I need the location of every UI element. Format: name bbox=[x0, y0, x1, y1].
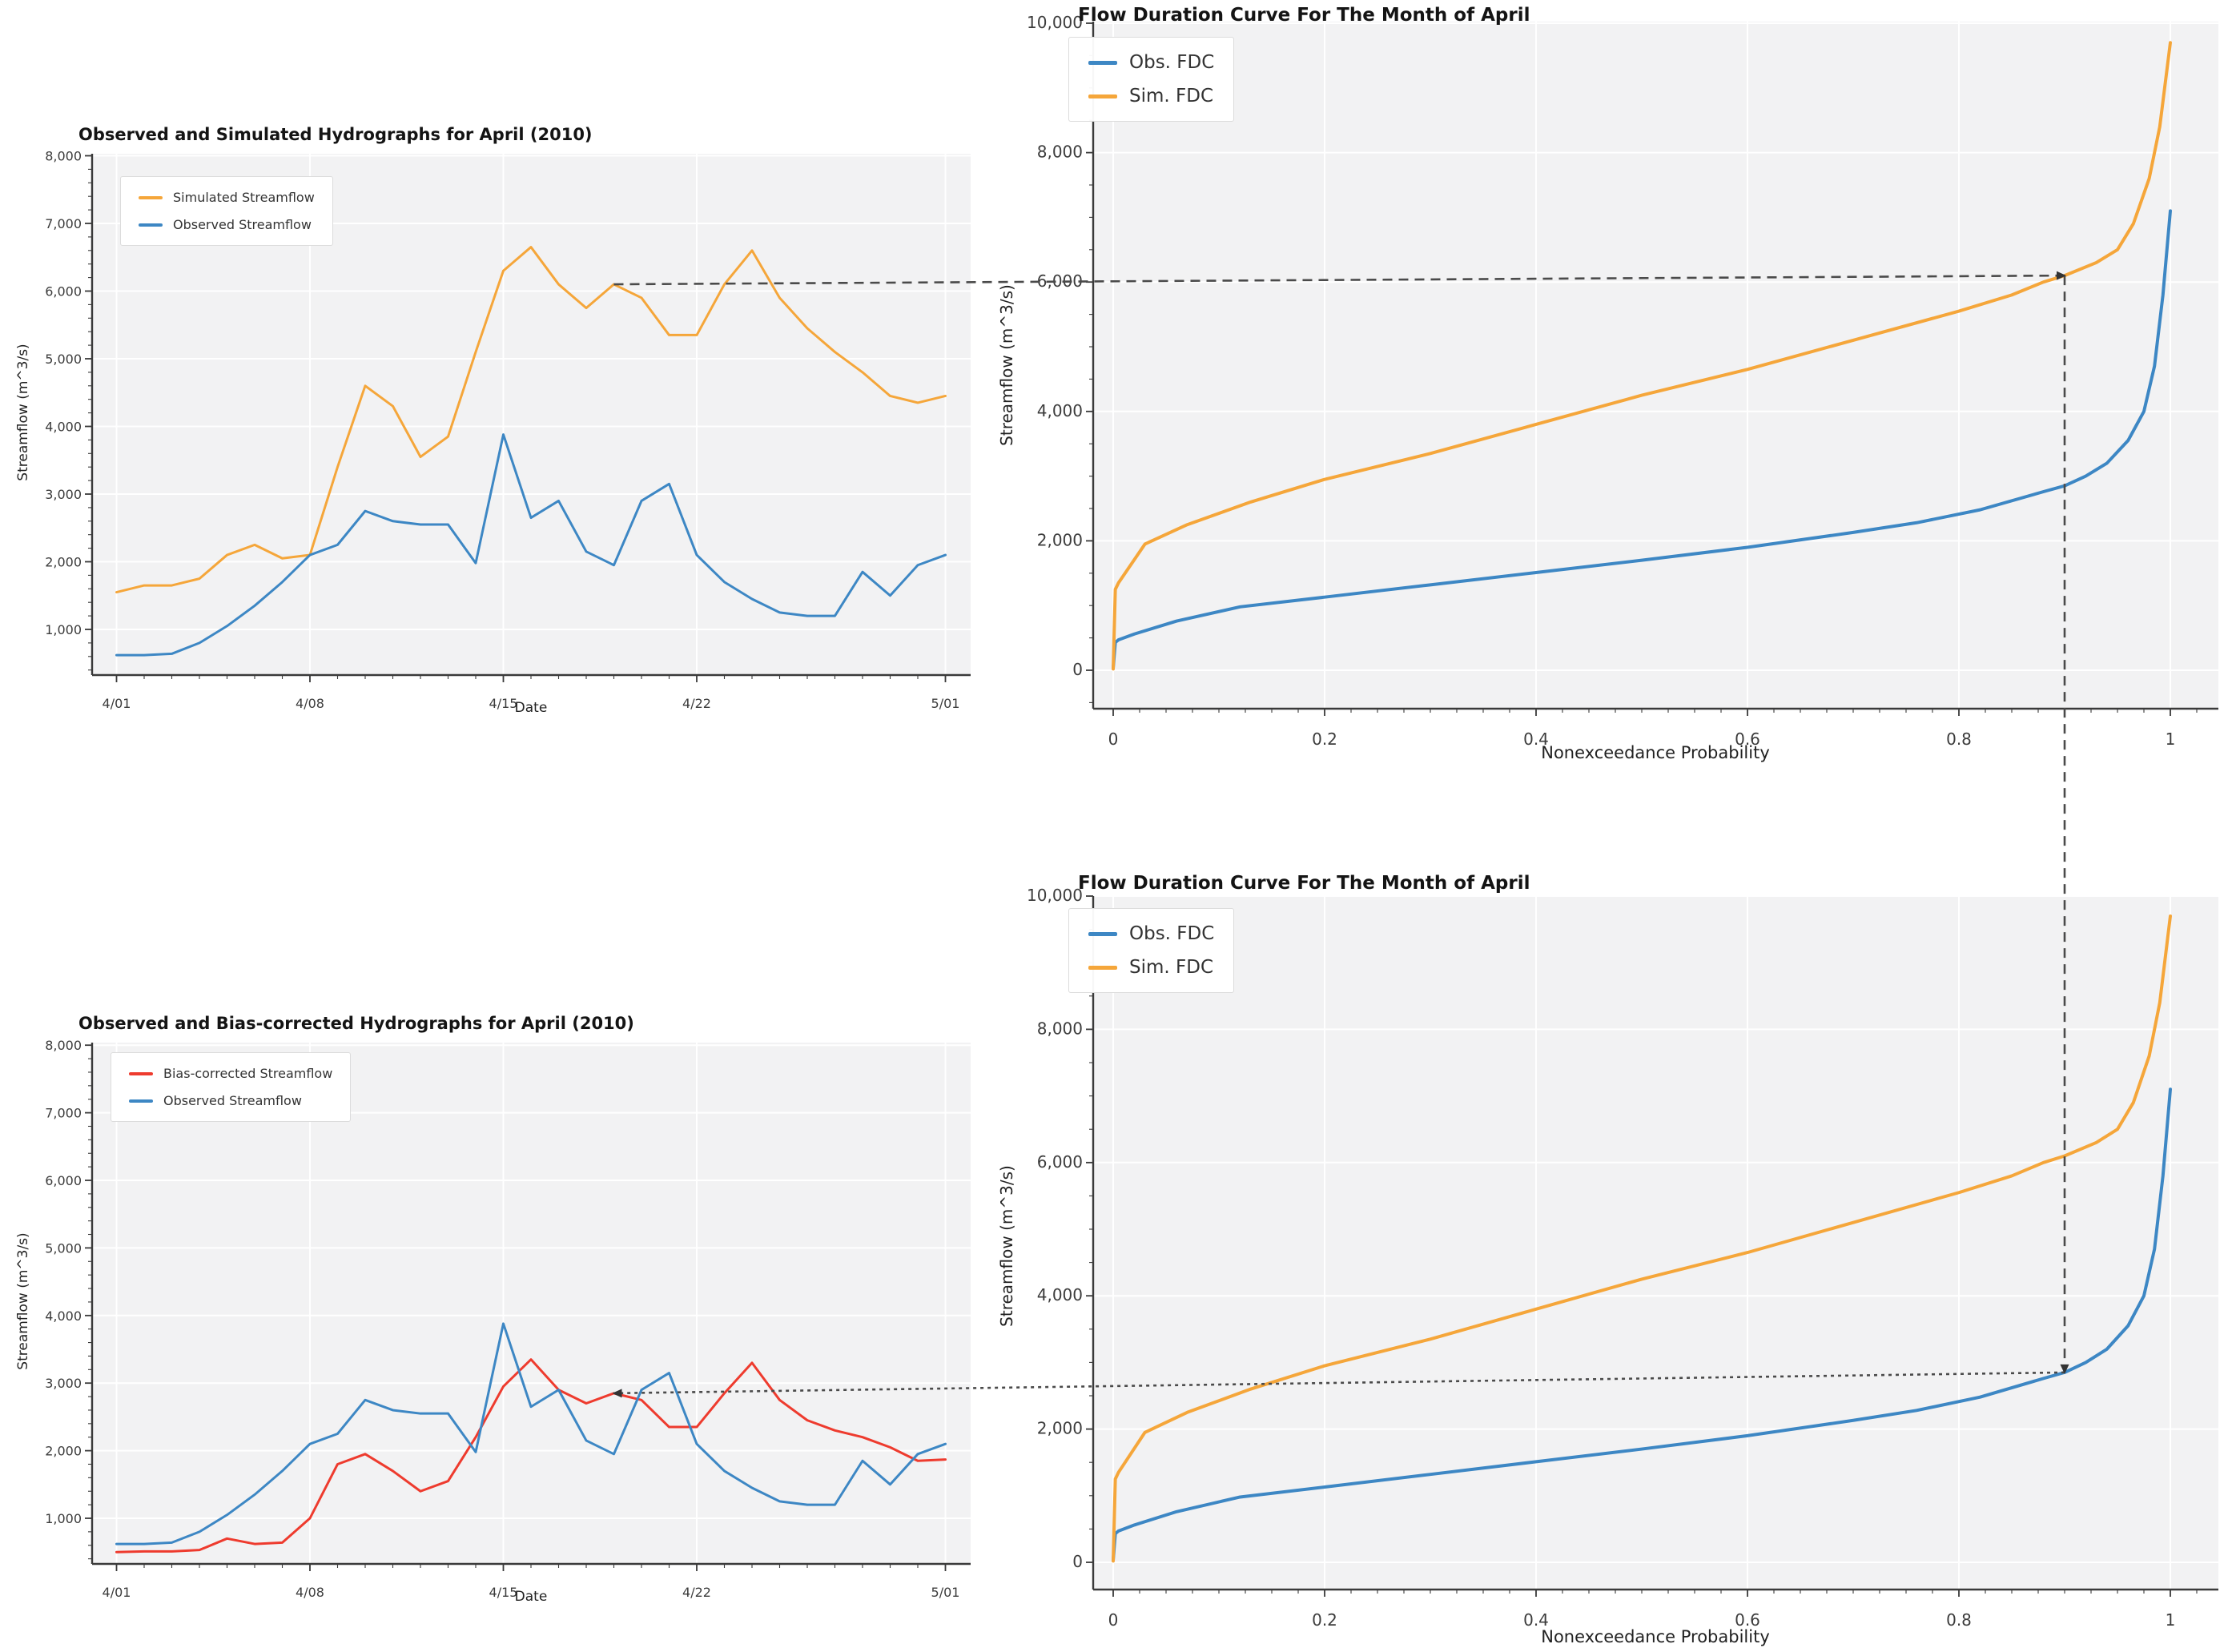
obs-fdc-line-swatch bbox=[1088, 60, 1117, 65]
y-axis-label: Streamflow (m^3/s) bbox=[15, 344, 31, 481]
legend-label: Obs. FDC bbox=[1129, 52, 1215, 73]
svg-text:10,000: 10,000 bbox=[1027, 13, 1083, 32]
svg-text:4/08: 4/08 bbox=[296, 1585, 324, 1600]
legend-label: Obs. FDC bbox=[1129, 923, 1215, 944]
svg-text:2,000: 2,000 bbox=[1037, 530, 1083, 549]
svg-text:0: 0 bbox=[1072, 660, 1083, 679]
svg-text:0: 0 bbox=[1108, 730, 1119, 749]
svg-text:0.2: 0.2 bbox=[1312, 730, 1337, 749]
svg-text:1,000: 1,000 bbox=[45, 1511, 82, 1526]
svg-text:4/08: 4/08 bbox=[296, 696, 324, 711]
legend-hydrograph-simulated: Simulated Streamflow Observed Streamflow bbox=[120, 176, 333, 246]
hydrograph-bias-corrected-plot: 4/01 4/08 4/15 4/22 5/01 1,000 2,000 3,000 4,000… bbox=[45, 1038, 971, 1600]
legend-fdc-top: Obs. FDC Sim. FDC bbox=[1068, 37, 1235, 122]
legend-label: Bias-corrected Streamflow bbox=[163, 1066, 333, 1081]
chart-title-hydrograph-bias-corrected: Observed and Bias-corrected Hydrographs … bbox=[78, 1014, 634, 1033]
fdc-bottom-plot: 0 0.2 0.4 0.6 0.8 1 0 2,000 4,000 6,000 8,000 10,00… bbox=[1027, 886, 2218, 1630]
svg-text:8,000: 8,000 bbox=[1037, 1019, 1083, 1038]
svg-text:0: 0 bbox=[1108, 1610, 1119, 1630]
legend-item: Observed Streamflow bbox=[129, 1093, 332, 1108]
svg-text:2,000: 2,000 bbox=[45, 555, 82, 570]
svg-text:7,000: 7,000 bbox=[45, 216, 82, 231]
svg-text:8,000: 8,000 bbox=[45, 149, 82, 164]
sim-fdc-line-swatch bbox=[1088, 965, 1117, 970]
svg-text:2,000: 2,000 bbox=[1037, 1419, 1083, 1438]
legend-item: Obs. FDC bbox=[1088, 923, 1214, 944]
legend-item: Obs. FDC bbox=[1088, 52, 1214, 73]
chart-title-fdc-bottom: Flow Duration Curve For The Month of Apr… bbox=[1078, 873, 1530, 894]
obs-fdc-line-swatch bbox=[1088, 931, 1117, 936]
svg-text:8,000: 8,000 bbox=[1037, 143, 1083, 162]
bias-corrected-line-swatch bbox=[129, 1071, 153, 1075]
svg-text:0.6: 0.6 bbox=[1735, 730, 1760, 749]
legend-item: Sim. FDC bbox=[1088, 86, 1214, 107]
svg-text:4,000: 4,000 bbox=[1037, 1285, 1083, 1304]
svg-text:8,000: 8,000 bbox=[45, 1038, 82, 1053]
svg-text:3,000: 3,000 bbox=[45, 1376, 82, 1391]
svg-text:5,000: 5,000 bbox=[45, 1240, 82, 1256]
x-axis-label: Nonexceedance Probability bbox=[1541, 1627, 1770, 1646]
chart-title-fdc-top: Flow Duration Curve For The Month of Apr… bbox=[1078, 5, 1530, 26]
x-axis-label: Date bbox=[514, 700, 548, 716]
fdc-top-plot: 0 0.2 0.4 0.6 0.8 1 0 2,000 4,000 6,000 8,000 10,00… bbox=[1027, 13, 2218, 749]
chart-title-hydrograph-simulated: Observed and Simulated Hydrographs for A… bbox=[78, 125, 593, 144]
svg-text:4/01: 4/01 bbox=[103, 1585, 131, 1600]
svg-text:1: 1 bbox=[2166, 730, 2176, 749]
y-axis-label: Streamflow (m^3/s) bbox=[997, 284, 1016, 446]
legend-fdc-bottom: Obs. FDC Sim. FDC bbox=[1068, 908, 1235, 993]
legend-label: Observed Streamflow bbox=[163, 1093, 302, 1108]
legend-label: Observed Streamflow bbox=[173, 217, 312, 232]
svg-text:6,000: 6,000 bbox=[45, 284, 82, 299]
svg-text:4/22: 4/22 bbox=[682, 696, 711, 711]
svg-text:4,000: 4,000 bbox=[1037, 401, 1083, 420]
svg-text:10,000: 10,000 bbox=[1027, 886, 1083, 905]
svg-text:4,000: 4,000 bbox=[45, 420, 82, 435]
bias-correction-annotation bbox=[612, 271, 2069, 1398]
svg-text:0: 0 bbox=[1072, 1552, 1083, 1571]
legend-label: Sim. FDC bbox=[1129, 957, 1214, 978]
legend-item: Sim. FDC bbox=[1088, 957, 1214, 978]
legend-item: Simulated Streamflow bbox=[139, 190, 315, 205]
svg-text:0.4: 0.4 bbox=[1523, 1610, 1549, 1630]
svg-text:0.6: 0.6 bbox=[1735, 1610, 1760, 1630]
svg-text:4,000: 4,000 bbox=[45, 1308, 82, 1324]
legend-label: Simulated Streamflow bbox=[173, 190, 315, 205]
legend-label: Sim. FDC bbox=[1129, 86, 1214, 107]
observed-line-swatch bbox=[139, 223, 163, 227]
svg-text:0.4: 0.4 bbox=[1523, 730, 1549, 749]
observed-line-swatch bbox=[129, 1099, 153, 1103]
svg-text:5/01: 5/01 bbox=[931, 696, 960, 711]
svg-text:6,000: 6,000 bbox=[45, 1173, 82, 1188]
svg-text:7,000: 7,000 bbox=[45, 1106, 82, 1121]
y-axis-label: Streamflow (m^3/s) bbox=[15, 1232, 31, 1370]
svg-text:4/22: 4/22 bbox=[682, 1585, 711, 1600]
svg-text:1: 1 bbox=[2166, 1610, 2176, 1630]
legend-hydrograph-bias-corrected: Bias-corrected Streamflow Observed Strea… bbox=[111, 1052, 352, 1122]
svg-text:1,000: 1,000 bbox=[45, 622, 82, 637]
svg-text:2,000: 2,000 bbox=[45, 1444, 82, 1459]
svg-text:4/15: 4/15 bbox=[489, 1585, 518, 1600]
svg-text:3,000: 3,000 bbox=[45, 487, 82, 502]
svg-text:0.2: 0.2 bbox=[1312, 1610, 1337, 1630]
svg-text:0.8: 0.8 bbox=[1946, 730, 1972, 749]
x-axis-label: Nonexceedance Probability bbox=[1541, 743, 1770, 762]
simulated-line-swatch bbox=[139, 195, 163, 199]
legend-item: Bias-corrected Streamflow bbox=[129, 1066, 332, 1081]
svg-text:0.8: 0.8 bbox=[1946, 1610, 1972, 1630]
svg-text:6,000: 6,000 bbox=[1037, 1152, 1083, 1172]
x-axis-label: Date bbox=[514, 1589, 548, 1605]
svg-text:5,000: 5,000 bbox=[45, 352, 82, 367]
svg-text:6,000: 6,000 bbox=[1037, 271, 1083, 291]
y-axis-label: Streamflow (m^3/s) bbox=[997, 1165, 1016, 1327]
svg-text:4/15: 4/15 bbox=[489, 696, 518, 711]
sim-fdc-line-swatch bbox=[1088, 94, 1117, 98]
svg-text:4/01: 4/01 bbox=[103, 696, 131, 711]
legend-item: Observed Streamflow bbox=[139, 217, 315, 232]
svg-text:5/01: 5/01 bbox=[931, 1585, 960, 1600]
